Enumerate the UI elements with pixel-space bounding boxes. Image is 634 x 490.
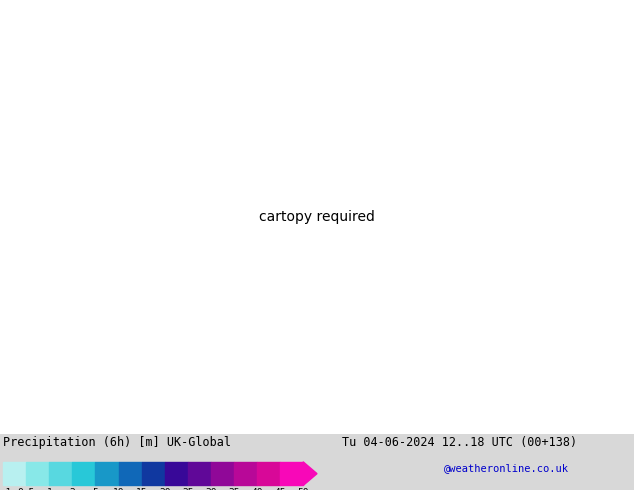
Bar [234,462,257,486]
Bar [141,462,165,486]
Text: 2: 2 [70,488,75,490]
Text: 50: 50 [297,488,309,490]
Text: 20: 20 [159,488,171,490]
Text: 1: 1 [46,488,52,490]
Text: @weatheronline.co.uk: @weatheronline.co.uk [444,464,569,474]
Bar [257,462,280,486]
Bar [3,462,26,486]
Text: 0.5: 0.5 [18,488,35,490]
Text: 0.1: 0.1 [0,488,12,490]
Bar [188,462,211,486]
Text: 45: 45 [275,488,286,490]
Text: 25: 25 [182,488,193,490]
Text: Precipitation (6h) [m] UK-Global: Precipitation (6h) [m] UK-Global [3,437,231,449]
Bar [165,462,188,486]
Bar [72,462,96,486]
Text: 35: 35 [228,488,240,490]
Bar [119,462,141,486]
Bar [49,462,72,486]
Bar [211,462,234,486]
Text: cartopy required: cartopy required [259,210,375,224]
Text: 40: 40 [251,488,262,490]
Bar [96,462,119,486]
Polygon shape [303,462,317,486]
Text: 15: 15 [136,488,147,490]
Text: 30: 30 [205,488,217,490]
Text: Tu 04-06-2024 12..18 UTC (00+138): Tu 04-06-2024 12..18 UTC (00+138) [342,437,578,449]
Bar [26,462,49,486]
Text: 10: 10 [113,488,124,490]
Text: 5: 5 [93,488,98,490]
Bar [280,462,303,486]
